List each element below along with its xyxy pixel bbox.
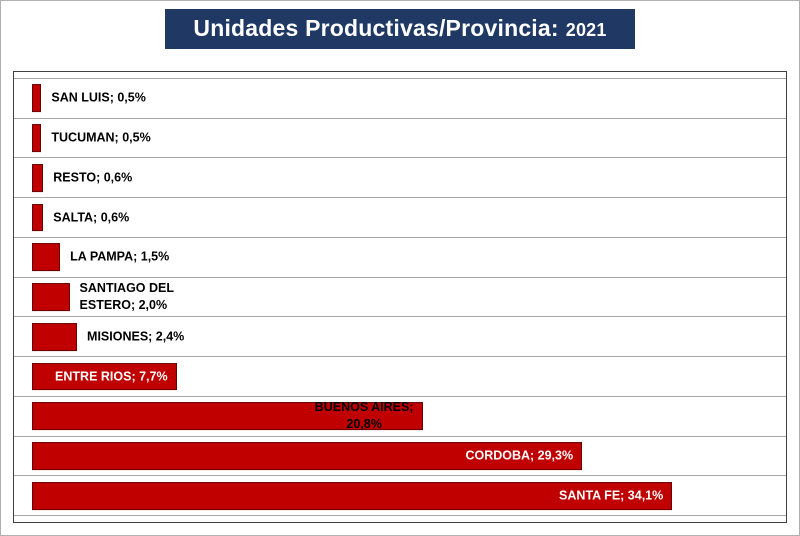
bar-label: MISIONES; 2,4% <box>87 329 185 344</box>
bar <box>32 84 42 113</box>
bar-track: SAN LUIS; 0,5% <box>32 79 783 118</box>
bar-row: SANTIAGO DEL ESTERO; 2,0% <box>14 276 786 317</box>
bar-track: LA PAMPA; 1,5% <box>32 238 783 277</box>
bar-track: CORDOBA; 29,3% <box>32 437 783 476</box>
bar-track: RESTO; 0,6% <box>32 158 783 197</box>
bar-label: ENTRE RIOS; 7,7% <box>55 369 168 384</box>
bar-row: SALTA; 0,6% <box>14 197 786 237</box>
bar-label: RESTO; 0,6% <box>53 170 133 185</box>
bar-row: TUCUMAN; 0,5% <box>14 117 786 158</box>
bar-label: BUENOS AIRES; 20,8% <box>314 400 414 432</box>
bar <box>32 442 583 470</box>
chart-title-text: Unidades Productivas/Provincia: <box>193 15 559 41</box>
bar-label: LA PAMPA; 1,5% <box>70 249 170 264</box>
bar-track: MISIONES; 2,4% <box>32 317 783 356</box>
bar-track: TUCUMAN; 0,5% <box>32 119 783 158</box>
bar-label: TUCUMAN; 0,5% <box>51 130 151 145</box>
bar <box>32 362 177 391</box>
bar-row: RESTO; 0,6% <box>14 157 786 197</box>
bar-row: LA PAMPA; 1,5% <box>14 236 786 277</box>
bar-track: ENTRE RIOS; 7,7% <box>32 357 783 396</box>
bar-track: SANTA FE; 34,1% <box>32 476 783 515</box>
bar-track: BUENOS AIRES; 20,8% <box>32 397 783 436</box>
bar-row: CORDOBA; 29,3% <box>14 435 786 476</box>
bar-track: SALTA; 0,6% <box>32 198 783 237</box>
bar <box>32 203 44 232</box>
bar-label: SANTA FE; 34,1% <box>559 488 664 503</box>
bar <box>32 283 70 311</box>
chart-title: Unidades Productivas/Provincia: 2021 <box>165 9 635 49</box>
bar <box>32 322 78 351</box>
bar <box>32 402 423 431</box>
bar-row: MISIONES; 2,4% <box>14 316 786 356</box>
bar <box>32 481 673 510</box>
bar <box>32 243 61 272</box>
bar-row: SAN LUIS; 0,5% <box>14 78 786 118</box>
bar-row: ENTRE RIOS; 7,7% <box>14 356 786 396</box>
bar-row: SANTA FE; 34,1% <box>14 475 786 517</box>
bar-label: SAN LUIS; 0,5% <box>51 90 146 105</box>
chart-plot-area: SAN LUIS; 0,5% TUCUMAN; 0,5% RESTO; 0,6% SA… <box>13 71 787 523</box>
bar-label: CORDOBA; 29,3% <box>465 448 574 463</box>
bar-label: SALTA; 0,6% <box>53 210 130 225</box>
bar-label: SANTIAGO DEL ESTERO; 2,0% <box>79 281 174 313</box>
bar-row: BUENOS AIRES; 20,8% <box>14 395 786 436</box>
bar <box>32 124 42 153</box>
chart-title-year: 2021 <box>565 20 607 40</box>
bar-track: SANTIAGO DEL ESTERO; 2,0% <box>32 278 783 317</box>
bar <box>32 163 44 192</box>
